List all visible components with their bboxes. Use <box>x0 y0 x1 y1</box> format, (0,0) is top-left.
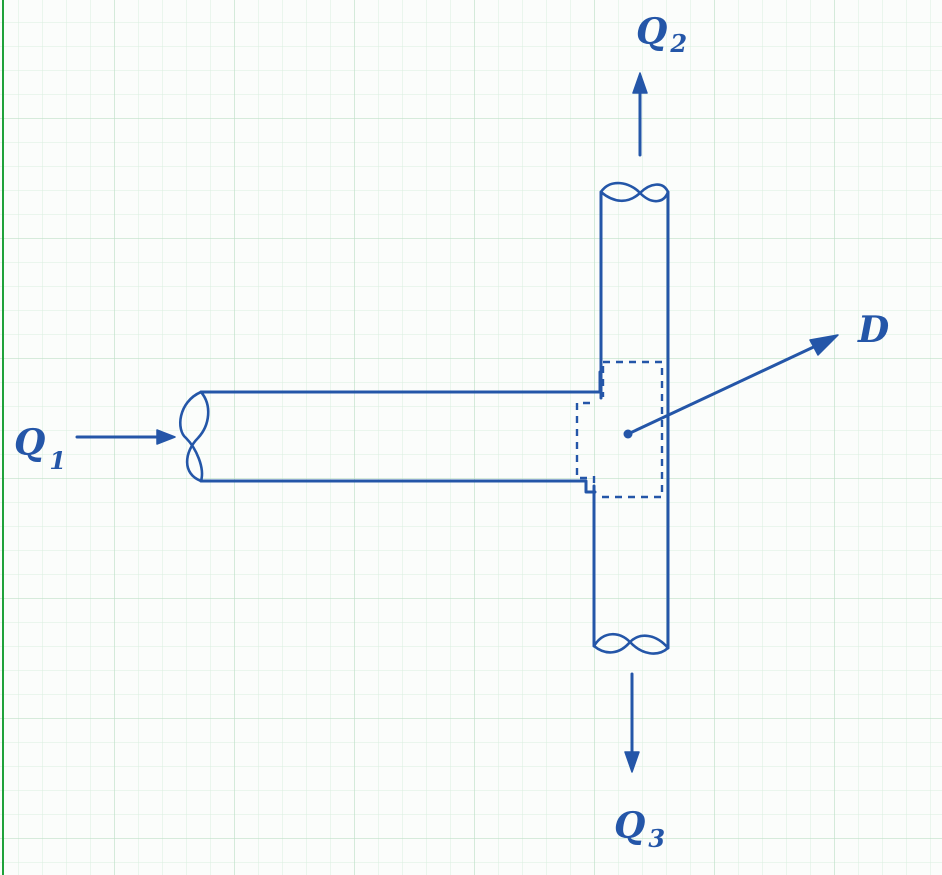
force-arrowhead <box>809 334 839 356</box>
run-pipe <box>592 181 670 655</box>
flow-arrow-q1 <box>75 429 176 445</box>
flow-arrow-q2 <box>632 72 648 157</box>
flow-arrow-q3 <box>624 672 640 773</box>
control-volume <box>575 360 664 499</box>
label-d: D <box>857 309 889 351</box>
force-vector-d <box>623 334 839 439</box>
